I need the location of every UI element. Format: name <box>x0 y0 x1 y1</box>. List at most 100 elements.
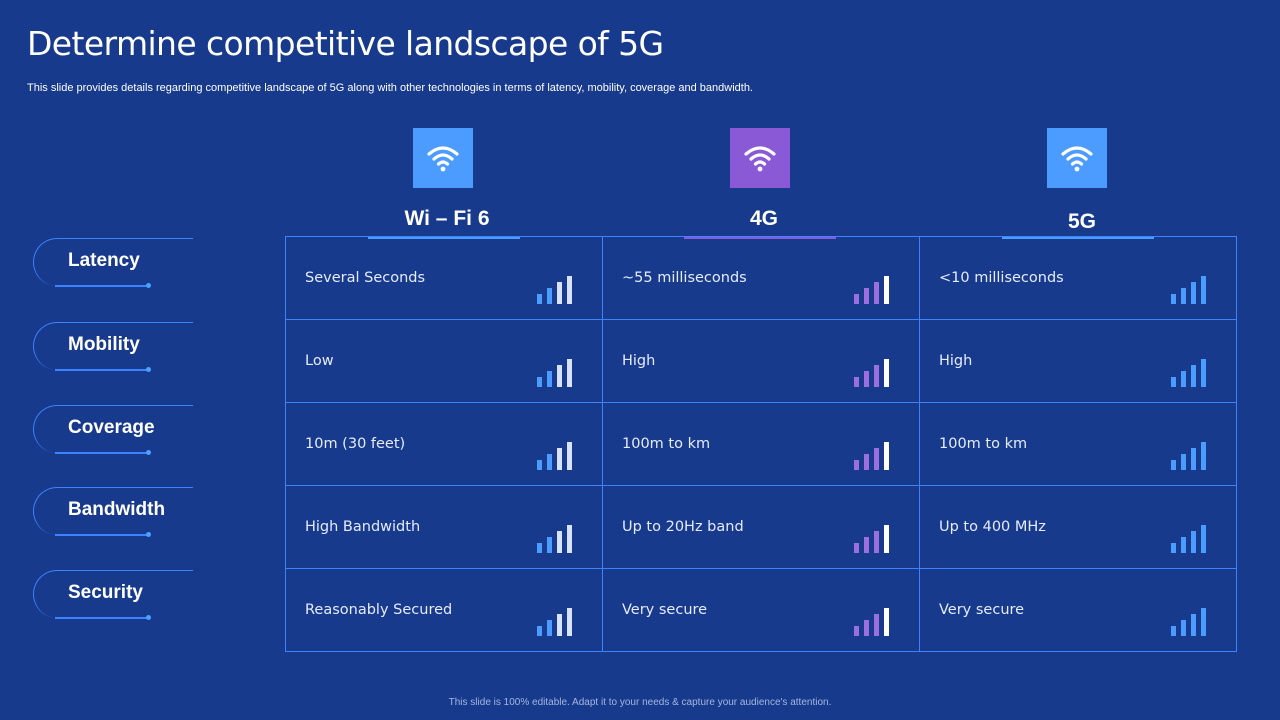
signal-bar <box>864 454 869 470</box>
signal-bar <box>884 525 889 553</box>
row-label-pill <box>33 487 193 535</box>
table-cell: High Bandwidth <box>285 485 603 569</box>
signal-bar <box>547 620 552 636</box>
signal-bar <box>884 276 889 304</box>
column-header-wifi6: Wi – Fi 6 <box>404 207 490 230</box>
row-label-line <box>55 369 149 371</box>
signal-bar <box>864 288 869 304</box>
table-row: Reasonably Secured Very secure Very secu… <box>285 568 1237 652</box>
row-label-text: Latency <box>68 250 140 271</box>
cell-text: Reasonably Secured <box>305 602 453 618</box>
cell-text: High <box>939 353 973 369</box>
signal-bar <box>1171 377 1176 387</box>
signal-bar <box>864 620 869 636</box>
signal-bar <box>537 543 542 553</box>
signal-bars-icon <box>854 276 894 304</box>
table-cell: Very secure <box>602 568 920 652</box>
signal-bar <box>874 365 879 387</box>
signal-bar <box>1181 288 1186 304</box>
signal-bars-icon <box>854 525 894 553</box>
row-label-latency: Latency <box>33 238 253 288</box>
slide-title: Determine competitive landscape of 5G <box>27 24 664 63</box>
row-label-pill <box>33 405 193 453</box>
signal-bar <box>537 626 542 636</box>
signal-bar <box>547 454 552 470</box>
table-cell: 10m (30 feet) <box>285 402 603 486</box>
row-label-line <box>55 534 149 536</box>
signal-bar <box>567 608 572 636</box>
signal-bar <box>874 448 879 470</box>
cell-text: Up to 20Hz band <box>622 519 744 535</box>
signal-bar <box>1201 608 1206 636</box>
signal-bar <box>547 537 552 553</box>
signal-bar <box>854 626 859 636</box>
table-cell: Very secure <box>919 568 1237 652</box>
signal-bar <box>1171 294 1176 304</box>
signal-bar <box>567 276 572 304</box>
cell-text: Very secure <box>939 602 1025 618</box>
signal-bar <box>547 371 552 387</box>
cell-text: High <box>622 353 656 369</box>
row-label-line <box>55 617 149 619</box>
row-label-dot <box>146 450 151 455</box>
column-header-5g: 5G <box>1067 210 1096 233</box>
table-cell: Several Seconds <box>285 236 603 320</box>
signal-bars-icon <box>537 359 577 387</box>
signal-bars-icon <box>1171 276 1211 304</box>
cell-text: 100m to km <box>622 436 711 452</box>
cell-text: <10 milliseconds <box>939 270 1064 286</box>
cell-text: ~55 milliseconds <box>622 270 747 286</box>
signal-bars-icon <box>1171 442 1211 470</box>
signal-bar <box>1201 276 1206 304</box>
row-label-text: Coverage <box>68 417 155 438</box>
signal-bar <box>874 614 879 636</box>
signal-bar <box>854 460 859 470</box>
signal-bar <box>1171 460 1176 470</box>
signal-bars-icon <box>537 442 577 470</box>
signal-bars-icon <box>1171 525 1211 553</box>
signal-bars-icon <box>1171 608 1211 636</box>
wifi6-wifi-icon <box>413 128 473 188</box>
cell-text: 100m to km <box>939 436 1028 452</box>
signal-bar <box>567 359 572 387</box>
signal-bar <box>1201 442 1206 470</box>
signal-bars-icon <box>854 608 894 636</box>
signal-bars-icon <box>1171 359 1211 387</box>
signal-bar <box>1201 359 1206 387</box>
table-cell: <10 milliseconds <box>919 236 1237 320</box>
table-cell: 100m to km <box>602 402 920 486</box>
signal-bars-icon <box>854 359 894 387</box>
signal-bar <box>1191 282 1196 304</box>
signal-bar <box>854 543 859 553</box>
signal-bar <box>557 365 562 387</box>
slide-subtitle: This slide provides details regarding co… <box>27 82 753 94</box>
signal-bar <box>1181 371 1186 387</box>
row-label-pill <box>33 238 193 286</box>
signal-bar <box>884 359 889 387</box>
comparison-table: Several Seconds ~55 milliseconds <10 mil… <box>285 236 1237 652</box>
signal-bar <box>854 294 859 304</box>
row-label-line <box>55 452 149 454</box>
row-label-dot <box>146 615 151 620</box>
signal-bars-icon <box>537 608 577 636</box>
cell-text: Low <box>305 353 334 369</box>
row-label-dot <box>146 532 151 537</box>
table-cell: 100m to km <box>919 402 1237 486</box>
table-cell: Up to 20Hz band <box>602 485 920 569</box>
row-label-pill <box>33 322 193 370</box>
signal-bar <box>1171 626 1176 636</box>
table-cell: ~55 milliseconds <box>602 236 920 320</box>
table-row: Several Seconds ~55 milliseconds <10 mil… <box>285 236 1237 320</box>
signal-bar <box>557 614 562 636</box>
signal-bar <box>874 531 879 553</box>
signal-bar <box>864 537 869 553</box>
signal-bar <box>567 525 572 553</box>
4g-wifi-icon <box>730 128 790 188</box>
row-label-coverage: Coverage <box>33 405 253 455</box>
table-cell: Low <box>285 319 603 403</box>
table-row: 10m (30 feet) 100m to km 100m to km <box>285 402 1237 486</box>
signal-bar <box>567 442 572 470</box>
signal-bar <box>874 282 879 304</box>
cell-text: High Bandwidth <box>305 519 421 535</box>
table-cell: High <box>919 319 1237 403</box>
